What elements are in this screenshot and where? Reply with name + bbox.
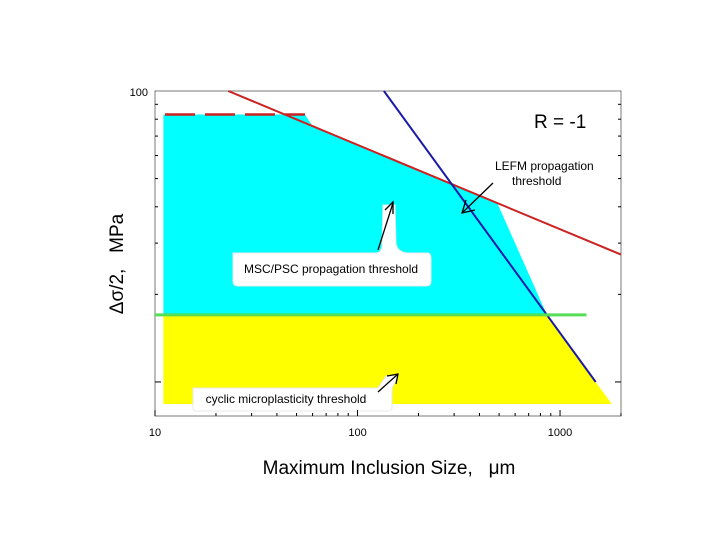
lefm-arrow-shaft: [461, 182, 494, 214]
r-ratio-label: R = -1: [534, 112, 586, 133]
cyclic-callout-shape: [192, 375, 399, 412]
lefm-arrow-head: [461, 199, 476, 214]
msc-threshold-line-upper: [227, 90, 306, 124]
msc-label: MSC/PSC propagation threshold: [244, 262, 418, 276]
msc-arrow-head: [384, 200, 394, 214]
lefm-threshold-line: [383, 90, 597, 383]
cyclic-label: cyclic microplasticity threshold: [206, 392, 367, 406]
series-lines: [155, 90, 622, 383]
axis-ticks: 10 100 1000: [149, 103, 622, 439]
msc-threshold-line: [304, 122, 622, 256]
x-tick-label: 1000: [548, 427, 572, 439]
cyclic-arrow-shaft: [377, 373, 399, 393]
lefm-label-line2: threshold: [512, 174, 561, 188]
msc-label-box: MSC/PSC propagation threshold: [232, 200, 432, 287]
x-tick-label: 100: [348, 427, 366, 439]
y-axis-title: Δσ/2, MPa: [107, 213, 128, 314]
cyclic-arrow-head: [386, 373, 399, 385]
microplasticity-region: [163, 314, 612, 404]
msc-callout-shape: [232, 204, 432, 287]
lefm-label-line1: LEFM propagation: [495, 159, 594, 173]
x-axis-title: Maximum Inclusion Size, μm: [263, 458, 516, 479]
y-tick-top: 100: [130, 87, 148, 99]
cyclic-label-box: cyclic microplasticity threshold: [192, 373, 399, 412]
msc-arrow-shaft: [377, 202, 394, 251]
x-tick-label: 10: [149, 427, 161, 439]
